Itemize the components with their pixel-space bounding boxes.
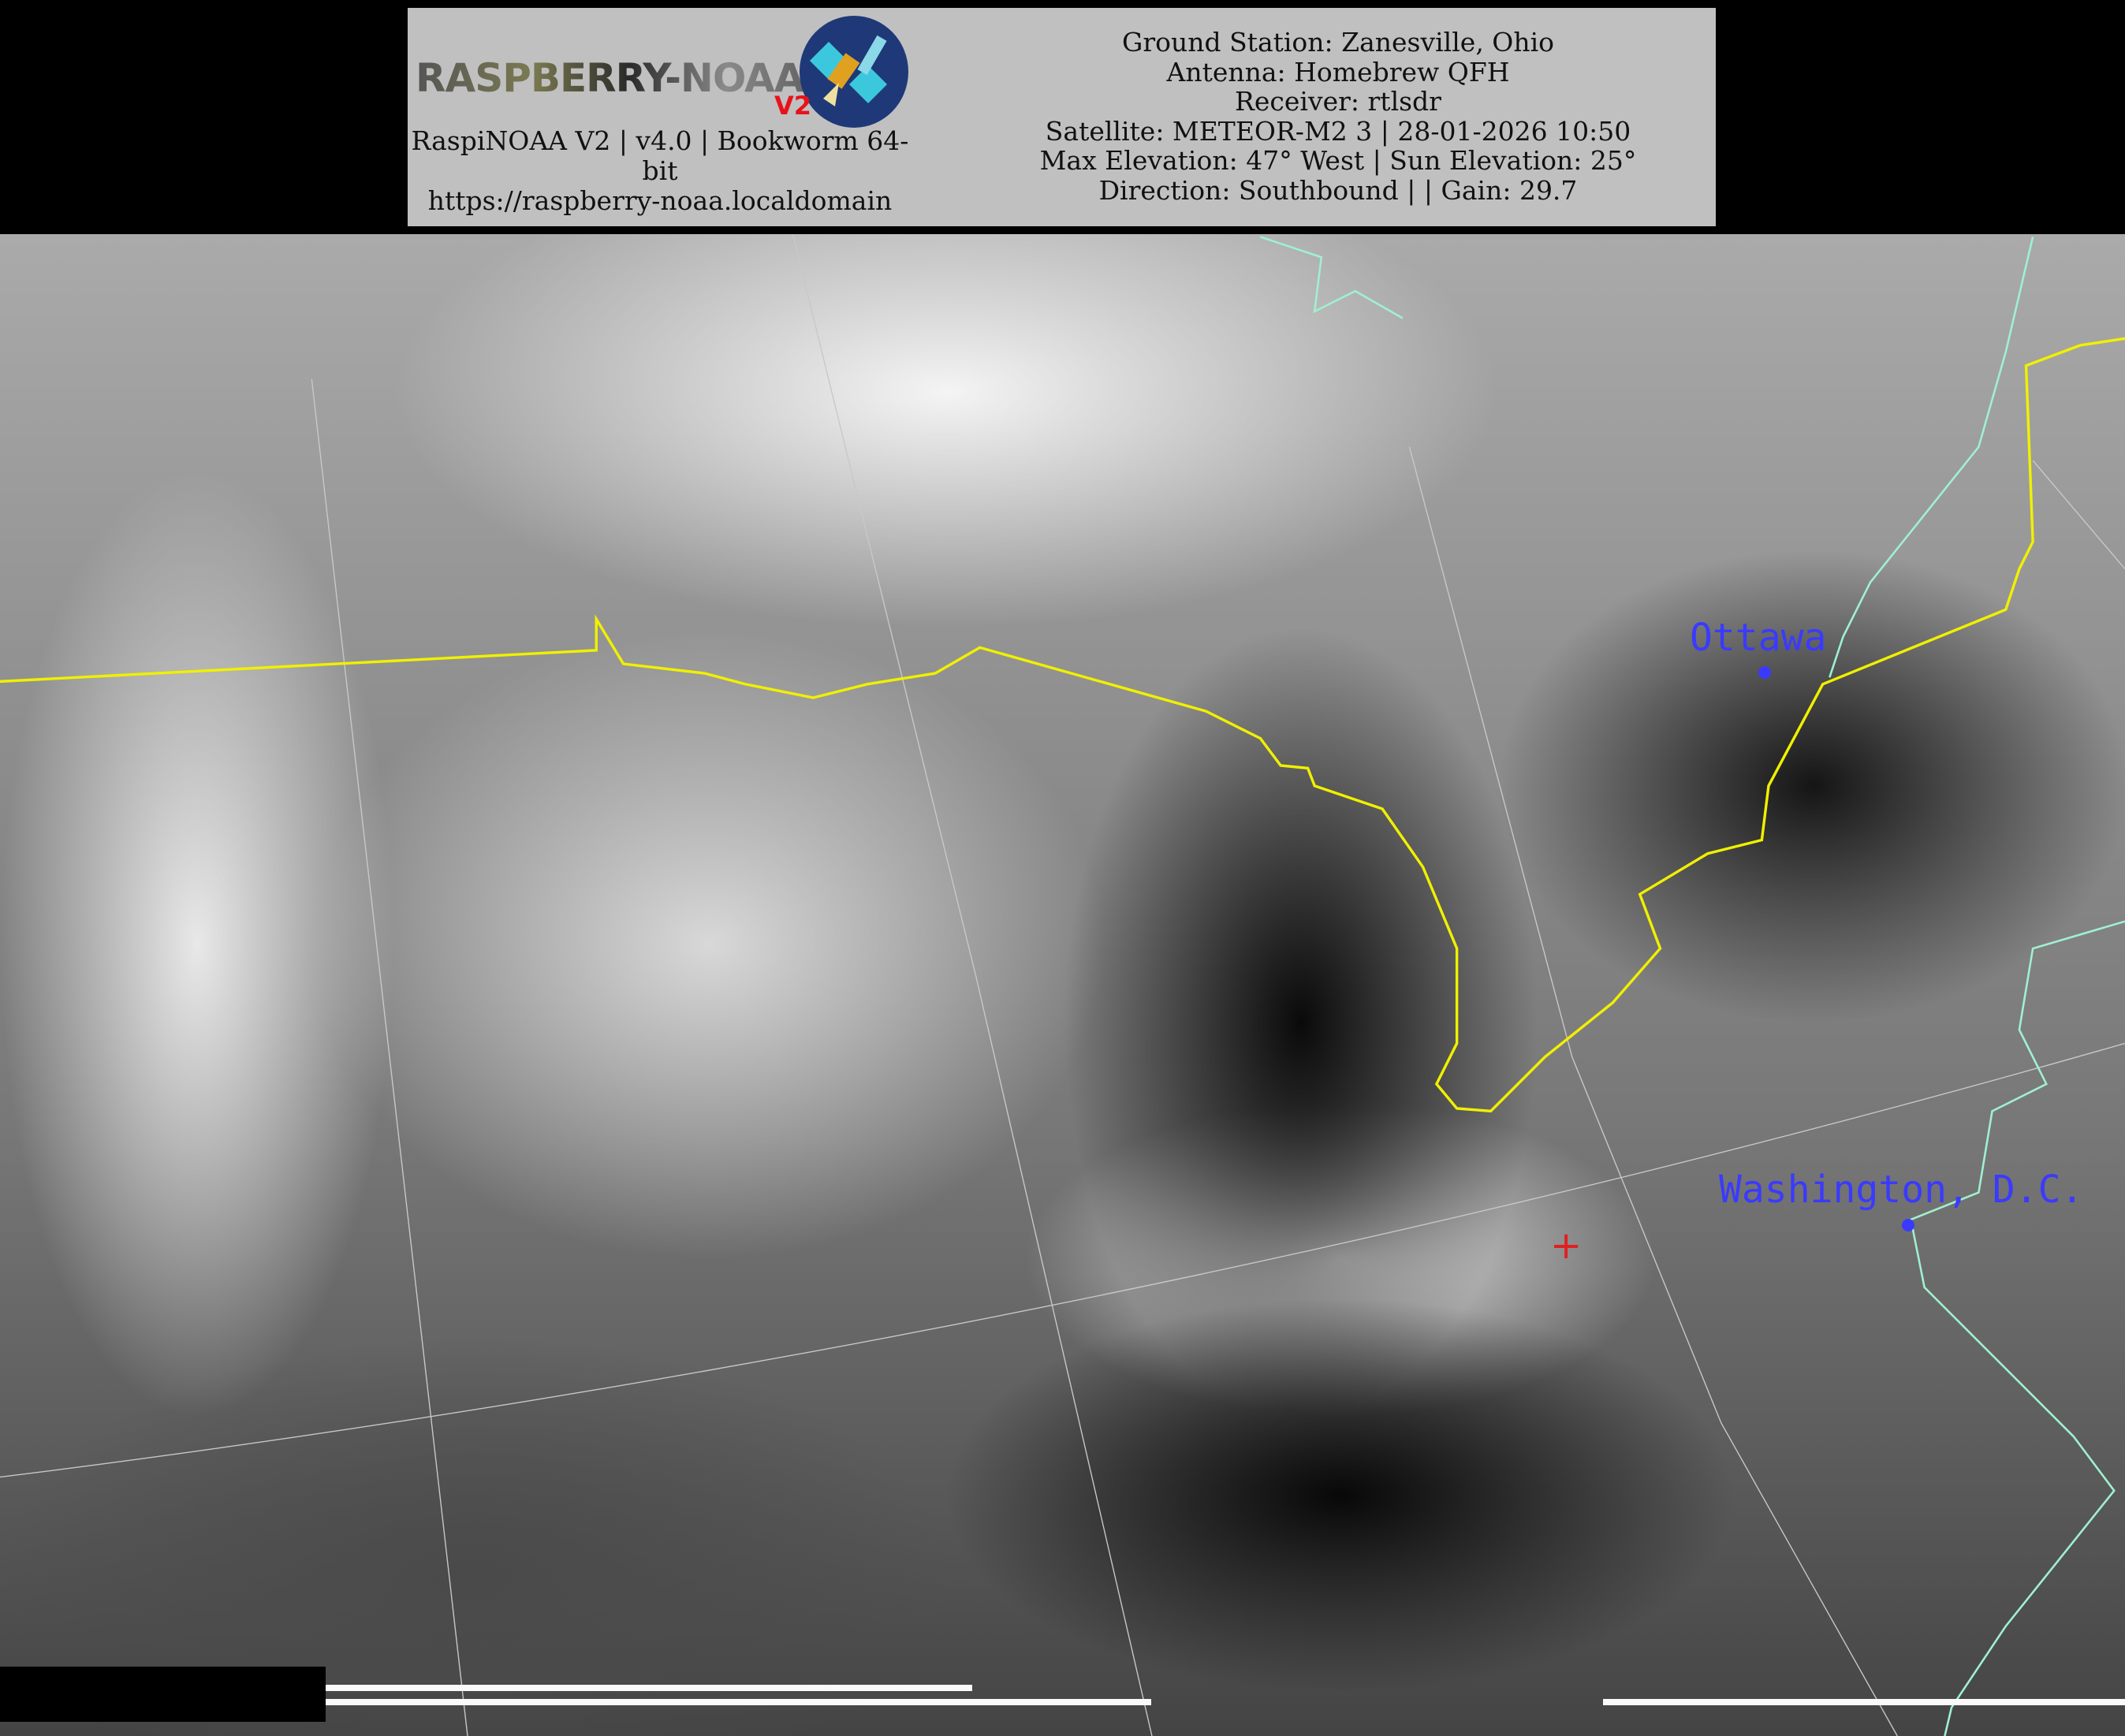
info-header: RASPBERRY-NOAA V2 RaspiNOAA V2 | v4.0 | … bbox=[408, 8, 1716, 226]
scan-line bbox=[326, 1685, 972, 1691]
version-line-cont: bit bbox=[642, 155, 678, 186]
scan-line bbox=[1603, 1699, 2125, 1705]
grid-line bbox=[311, 378, 468, 1736]
url-line: https://raspberry-noaa.localdomain bbox=[427, 185, 893, 216]
city-label-ottawa: Ottawa bbox=[1690, 616, 1827, 660]
missing-data-block bbox=[0, 1667, 326, 1722]
pass-info: Ground Station: Zanesville, Ohio Antenna… bbox=[960, 28, 1717, 205]
coastlines bbox=[1260, 236, 2125, 1736]
elevation: Max Elevation: 47° West | Sun Elevation:… bbox=[1039, 145, 1637, 176]
software-info: RaspiNOAA V2 | v4.0 | Bookworm 64- bit h… bbox=[408, 126, 912, 216]
coastline bbox=[1909, 920, 2125, 1736]
city-dot-washington bbox=[1902, 1219, 1914, 1231]
raspberry-noaa-logo: RASPBERRY-NOAA V2 bbox=[416, 16, 908, 134]
version-line: RaspiNOAA V2 | v4.0 | Bookworm 64- bbox=[411, 125, 909, 156]
satellite-image: Ottawa Washington, D.C. + bbox=[0, 234, 2125, 1736]
coastline bbox=[1829, 237, 2034, 678]
satellite-icon bbox=[800, 16, 908, 128]
antenna: Antenna: Homebrew QFH bbox=[1166, 56, 1510, 88]
logo-badge: V2 bbox=[774, 91, 812, 121]
graticule bbox=[0, 234, 2125, 1736]
city-label-washington: Washington, D.C. bbox=[1719, 1168, 2084, 1212]
logo-text: RASPBERRY-NOAA bbox=[416, 55, 804, 101]
ground-station: Ground Station: Zanesville, Ohio bbox=[1121, 27, 1555, 58]
country-border bbox=[0, 337, 2125, 1113]
direction-gain: Direction: Southbound | | Gain: 29.7 bbox=[1098, 174, 1578, 206]
scan-line bbox=[326, 1699, 1151, 1705]
map-overlay bbox=[0, 234, 2125, 1736]
ground-station-marker-icon: + bbox=[1550, 1224, 1583, 1268]
city-dot-ottawa bbox=[1758, 666, 1771, 679]
satellite: Satellite: METEOR-M2 3 | 28-01-2026 10:5… bbox=[1045, 115, 1631, 147]
receiver: Receiver: rtlsdr bbox=[1235, 86, 1441, 117]
coastline bbox=[1260, 236, 1404, 319]
grid-line bbox=[792, 234, 1153, 1736]
grid-line bbox=[1408, 446, 1898, 1736]
grid-line bbox=[2032, 460, 2125, 570]
grid-line bbox=[0, 1042, 2125, 1478]
